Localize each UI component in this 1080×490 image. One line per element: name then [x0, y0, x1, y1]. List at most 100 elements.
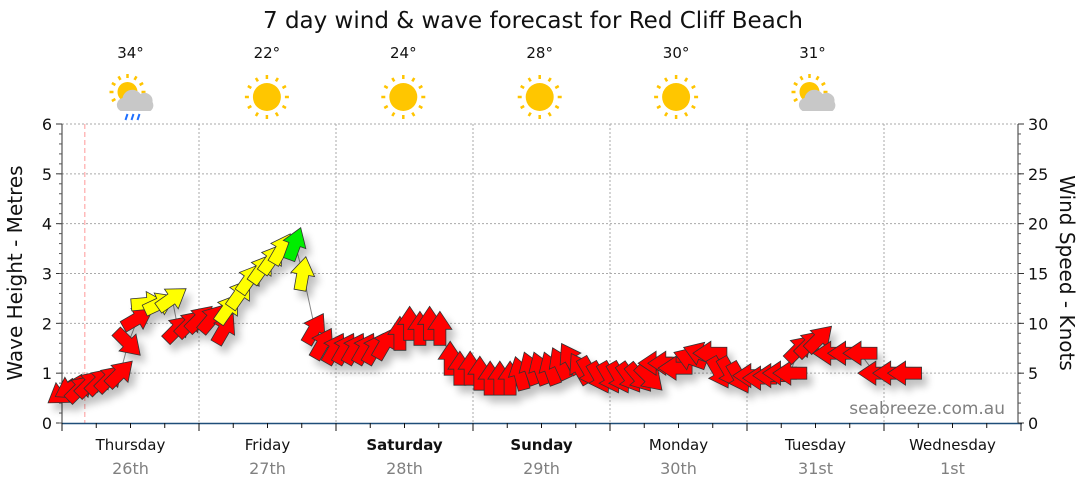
cloud-shape: [116, 89, 154, 111]
y-axis-label: Wave Height - Metres: [3, 165, 27, 380]
sun-ray: [664, 111, 669, 117]
y2-tick-label: 15: [1028, 265, 1048, 284]
wind-arrow: [772, 360, 808, 386]
wind-arrow: [886, 360, 922, 386]
sun-ray: [793, 81, 799, 87]
sun-ray: [274, 111, 279, 117]
wind-arrow: [842, 340, 878, 366]
sun-ray: [254, 77, 259, 83]
sun-ray: [820, 81, 826, 87]
y-tick-label: 4: [42, 215, 52, 234]
y-tick-label: 1: [42, 364, 52, 383]
day-label: Monday: [649, 436, 708, 454]
date-label: 1st: [940, 459, 965, 478]
sun-ray: [815, 75, 820, 81]
weather-sun-cloud-icon: [791, 74, 836, 111]
sun-ray: [111, 81, 117, 87]
wind-arrow: [119, 308, 154, 333]
day-label: Sunday: [510, 436, 573, 454]
wind-arrow: [111, 326, 141, 356]
y2-tick-label: 25: [1028, 165, 1048, 184]
sun-ray: [656, 104, 662, 110]
sun-ray: [111, 97, 117, 103]
wind-arrow: [290, 256, 316, 292]
y-tick-label: 0: [42, 414, 52, 433]
sun-ray: [520, 104, 525, 110]
wind-arrow: [427, 310, 453, 346]
temperature-label: 31°: [799, 44, 826, 62]
sun-ray: [691, 84, 696, 90]
sun-ray: [138, 81, 144, 87]
sun-ray: [411, 111, 416, 117]
cloud-shape: [798, 89, 836, 111]
sun-ray: [554, 84, 560, 90]
sun-ray: [383, 84, 389, 90]
sun-disc: [389, 83, 418, 111]
day-label: Saturday: [366, 436, 443, 454]
sun-ray: [547, 111, 552, 117]
sun-ray: [281, 104, 287, 110]
sun-ray: [418, 84, 423, 90]
rain-drop: [136, 113, 141, 121]
weather-sun-icon: [517, 75, 562, 119]
day-label: Thursday: [95, 436, 166, 454]
sun-ray: [793, 97, 799, 103]
date-label: 31st: [798, 459, 833, 478]
sun-ray: [418, 104, 423, 110]
watermark: seabreeze.com.au: [849, 399, 1005, 419]
date-label: 30th: [660, 459, 697, 478]
y2-axis-label: Wind Speed - Knots: [1055, 175, 1079, 371]
sun-ray: [274, 77, 279, 83]
sun-disc: [252, 83, 281, 111]
y2-tick-label: 20: [1028, 215, 1048, 234]
temperature-label: 22°: [254, 44, 281, 62]
wind-arrow: [282, 226, 307, 263]
y2-tick-label: 10: [1028, 314, 1048, 333]
rain-drop: [130, 113, 135, 121]
wind-arrow: [154, 288, 187, 314]
sun-ray: [247, 84, 252, 90]
day-label: Tuesday: [784, 436, 846, 454]
weather-sun-icon: [381, 75, 426, 119]
y2-tick-label: 5: [1028, 364, 1038, 383]
y-tick-label: 5: [42, 165, 52, 184]
sun-ray: [117, 75, 122, 81]
wind-arrow: [103, 360, 133, 390]
sun-ray: [383, 104, 389, 110]
chart-title: 7 day wind & wave forecast for Red Cliff…: [263, 8, 803, 34]
date-label: 26th: [112, 459, 149, 478]
date-label: 29th: [523, 459, 560, 478]
sun-ray: [391, 77, 396, 83]
sun-ray: [799, 75, 804, 81]
sun-ray: [133, 75, 138, 81]
y-tick-label: 6: [42, 115, 52, 134]
sun-ray: [656, 84, 662, 90]
weather-sun-icon: [244, 75, 289, 119]
sun-ray: [554, 104, 560, 110]
sun-disc: [525, 83, 554, 111]
day-label: Wednesday: [909, 436, 996, 454]
sun-ray: [247, 104, 252, 110]
sun-ray: [527, 77, 532, 83]
sun-ray: [684, 111, 689, 117]
temperature-label: 28°: [526, 44, 553, 62]
wind-arrow: [300, 312, 326, 347]
day-label: Friday: [245, 436, 291, 454]
sun-disc: [662, 83, 691, 111]
rain-drop: [124, 113, 129, 121]
y2-tick-label: 0: [1028, 414, 1038, 433]
sun-ray: [520, 84, 525, 90]
sun-ray: [547, 77, 552, 83]
temperature-label: 34°: [117, 44, 144, 62]
sun-ray: [254, 111, 259, 117]
sun-ray: [664, 77, 669, 83]
y2-tick-label: 30: [1028, 115, 1048, 134]
sun-ray: [411, 77, 416, 83]
date-label: 27th: [249, 459, 286, 478]
date-label: 28th: [386, 459, 423, 478]
y-tick-label: 2: [42, 314, 52, 333]
sun-ray: [684, 77, 689, 83]
sun-ray: [527, 111, 532, 117]
